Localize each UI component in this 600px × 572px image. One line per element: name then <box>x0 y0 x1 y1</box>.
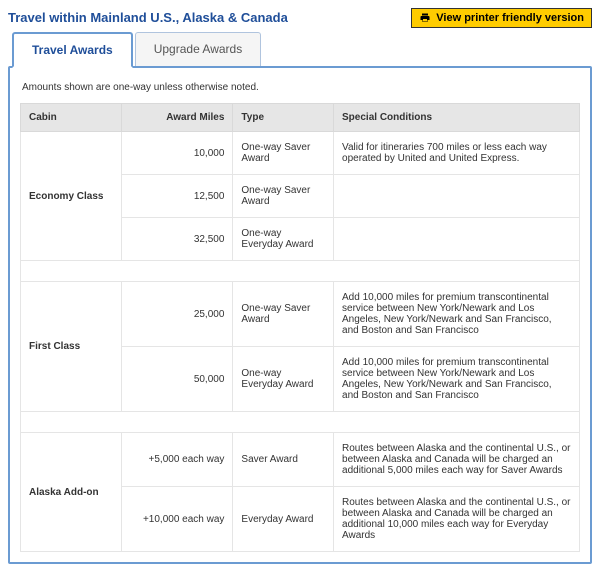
miles-cell: 50,000 <box>121 347 233 412</box>
cond-cell: Add 10,000 miles for premium transcontin… <box>334 347 580 412</box>
awards-panel: Amounts shown are one-way unless otherwi… <box>8 66 592 564</box>
header-row: Travel within Mainland U.S., Alaska & Ca… <box>8 8 592 28</box>
page-title: Travel within Mainland U.S., Alaska & Ca… <box>8 8 288 25</box>
awards-table: Cabin Award Miles Type Special Condition… <box>20 103 580 552</box>
cond-cell: Routes between Alaska and the continenta… <box>334 487 580 552</box>
col-cabin: Cabin <box>21 104 122 132</box>
printer-icon <box>419 12 431 24</box>
table-header-row: Cabin Award Miles Type Special Condition… <box>21 104 580 132</box>
miles-cell: 12,500 <box>121 175 233 218</box>
type-cell: One-way Everyday Award <box>233 218 334 261</box>
miles-cell: 32,500 <box>121 218 233 261</box>
tab-travel-awards[interactable]: Travel Awards <box>12 32 133 68</box>
col-cond: Special Conditions <box>334 104 580 132</box>
type-cell: One-way Saver Award <box>233 175 334 218</box>
cond-cell: Routes between Alaska and the continenta… <box>334 433 580 487</box>
type-cell: One-way Saver Award <box>233 132 334 175</box>
cond-cell: Add 10,000 miles for premium transcontin… <box>334 282 580 347</box>
cond-cell: Valid for itineraries 700 miles or less … <box>334 132 580 175</box>
col-type: Type <box>233 104 334 132</box>
miles-cell: 10,000 <box>121 132 233 175</box>
miles-cell: 25,000 <box>121 282 233 347</box>
type-cell: Everyday Award <box>233 487 334 552</box>
amounts-note: Amounts shown are one-way unless otherwi… <box>22 82 578 93</box>
cabin-cell: Economy Class <box>21 132 122 261</box>
table-row: Alaska Add-on +5,000 each way Saver Awar… <box>21 433 580 487</box>
table-row: Economy Class 10,000 One-way Saver Award… <box>21 132 580 175</box>
tabs: Travel Awards Upgrade Awards <box>8 32 592 66</box>
col-miles: Award Miles <box>121 104 233 132</box>
table-row: First Class 25,000 One-way Saver Award A… <box>21 282 580 347</box>
cond-cell <box>334 175 580 218</box>
miles-cell: +10,000 each way <box>121 487 233 552</box>
miles-cell: +5,000 each way <box>121 433 233 487</box>
type-cell: One-way Saver Award <box>233 282 334 347</box>
section-divider <box>21 412 580 433</box>
cabin-cell: Alaska Add-on <box>21 433 122 552</box>
printer-friendly-button[interactable]: View printer friendly version <box>411 8 592 28</box>
tab-upgrade-awards[interactable]: Upgrade Awards <box>135 32 262 66</box>
cond-cell <box>334 218 580 261</box>
cabin-cell: First Class <box>21 282 122 412</box>
section-divider <box>21 261 580 282</box>
type-cell: Saver Award <box>233 433 334 487</box>
type-cell: One-way Everyday Award <box>233 347 334 412</box>
printer-friendly-label: View printer friendly version <box>436 12 584 24</box>
